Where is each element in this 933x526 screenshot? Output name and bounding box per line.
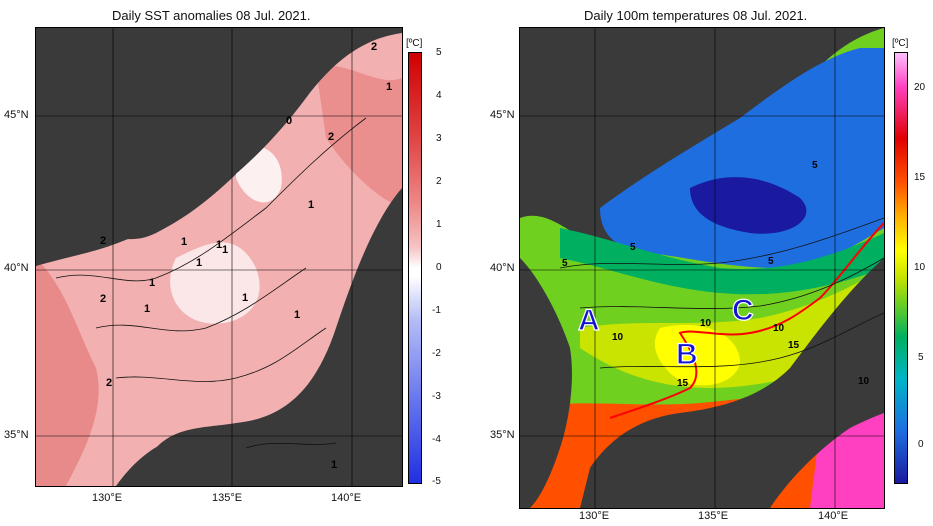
region-label-b: B bbox=[676, 338, 698, 371]
contour-label: 10 bbox=[700, 318, 712, 329]
lon-tick-140: 140°E bbox=[331, 492, 362, 504]
contour-label: 1 bbox=[149, 277, 155, 289]
sst-cbar-tick: 1 bbox=[436, 219, 442, 230]
contour-label: 5 bbox=[630, 242, 636, 253]
region-label-a: A bbox=[578, 304, 600, 337]
temp-100m-map: 5 5 5 5 10 10 10 15 15 10 A B C bbox=[519, 27, 885, 509]
sea-warm-north bbox=[316, 65, 402, 209]
contour-label: 5 bbox=[768, 256, 774, 267]
contour-label: 2 bbox=[100, 235, 106, 247]
contour-label: 1 bbox=[181, 236, 187, 248]
lat-tick-45: 45°N bbox=[4, 109, 29, 121]
contour-label: 1 bbox=[331, 459, 337, 471]
sst-anomaly-panel: Daily SST anomalies 08 Jul. 2021. bbox=[0, 0, 466, 526]
sst-cbar-tick: 5 bbox=[436, 47, 442, 58]
contour-label: 10 bbox=[858, 376, 870, 387]
lat-tick-35: 35°N bbox=[490, 429, 515, 441]
sea-neutral bbox=[170, 242, 260, 324]
temp-colorbar-unit: [ºC] bbox=[892, 38, 909, 49]
warm-eddy-b bbox=[654, 324, 740, 386]
temp-100m-title: Daily 100m temperatures 08 Jul. 2021. bbox=[584, 8, 808, 23]
contour-label: 5 bbox=[812, 160, 818, 171]
contour-label: 2 bbox=[100, 293, 106, 305]
sst-anomaly-title: Daily SST anomalies 08 Jul. 2021. bbox=[112, 8, 311, 23]
sst-cbar-tick: -5 bbox=[432, 476, 441, 487]
sst-cbar-tick: -2 bbox=[432, 348, 441, 359]
land-korea bbox=[520, 258, 572, 508]
contour-label: 10 bbox=[773, 323, 785, 334]
lon-tick-135: 135°E bbox=[698, 510, 729, 522]
contour-label: 10 bbox=[612, 332, 624, 343]
mid-band bbox=[560, 228, 884, 295]
contour-label: 1 bbox=[144, 303, 150, 315]
sst-cbar-tick: -4 bbox=[432, 434, 441, 445]
land-continent bbox=[36, 28, 402, 266]
contour-label: 15 bbox=[788, 340, 800, 351]
contour-label: 1 bbox=[308, 199, 314, 211]
contour-label: 2 bbox=[106, 377, 112, 389]
lat-tick-40: 40°N bbox=[490, 262, 515, 274]
cold-north bbox=[600, 48, 884, 268]
lon-tick-130: 130°E bbox=[92, 492, 123, 504]
land-japan bbox=[131, 188, 402, 486]
contour-label: 2 bbox=[328, 131, 334, 143]
sst-colorbar-unit: [ºC] bbox=[406, 38, 423, 49]
sst-cbar-tick: 2 bbox=[436, 176, 442, 187]
sst-cbar-tick: -3 bbox=[432, 391, 441, 402]
lat-tick-35: 35°N bbox=[4, 429, 29, 441]
contour-label: 2 bbox=[371, 41, 377, 53]
temp-colorbar bbox=[894, 52, 908, 484]
temp-cbar-tick: 20 bbox=[914, 82, 926, 93]
temp-cbar-tick: 5 bbox=[918, 352, 924, 363]
sst-cbar-tick: 3 bbox=[436, 133, 442, 144]
lon-tick-130: 130°E bbox=[579, 510, 610, 522]
sst-cbar-tick: 0 bbox=[436, 262, 442, 273]
sst-anomaly-map: 2 1 0 2 1 2 1 1 1 1 2 1 1 2 1 1 1 bbox=[35, 27, 403, 487]
region-label-c: C bbox=[732, 294, 754, 327]
contour-label: 5 bbox=[562, 258, 568, 269]
contour-label: 0 bbox=[286, 115, 292, 127]
temp-100m-panel: Daily 100m temperatures 08 Jul. 2021. bbox=[466, 0, 933, 526]
land-japan bbox=[580, 258, 884, 508]
contour-label: 1 bbox=[222, 244, 228, 256]
contour-label: 1 bbox=[216, 239, 222, 251]
temp-cbar-tick: 15 bbox=[914, 172, 926, 183]
lon-tick-140: 140°E bbox=[818, 510, 849, 522]
lon-tick-135: 135°E bbox=[212, 492, 243, 504]
contour-label: 15 bbox=[677, 378, 689, 389]
contour-label: 1 bbox=[386, 81, 392, 93]
cold-core bbox=[690, 177, 807, 234]
front-line bbox=[609, 222, 884, 419]
sst-colorbar bbox=[408, 52, 422, 484]
contour-label: 1 bbox=[196, 257, 202, 269]
temp-cbar-tick: 10 bbox=[914, 262, 926, 273]
temp-cbar-tick: 0 bbox=[918, 439, 924, 450]
sst-cbar-tick: 4 bbox=[436, 90, 442, 101]
sea-warm-west bbox=[36, 258, 99, 486]
lat-tick-45: 45°N bbox=[490, 109, 515, 121]
contour-label: 1 bbox=[242, 292, 248, 304]
sst-cbar-tick: -1 bbox=[432, 305, 441, 316]
contour-label: 1 bbox=[294, 309, 300, 321]
lat-tick-40: 40°N bbox=[4, 262, 29, 274]
